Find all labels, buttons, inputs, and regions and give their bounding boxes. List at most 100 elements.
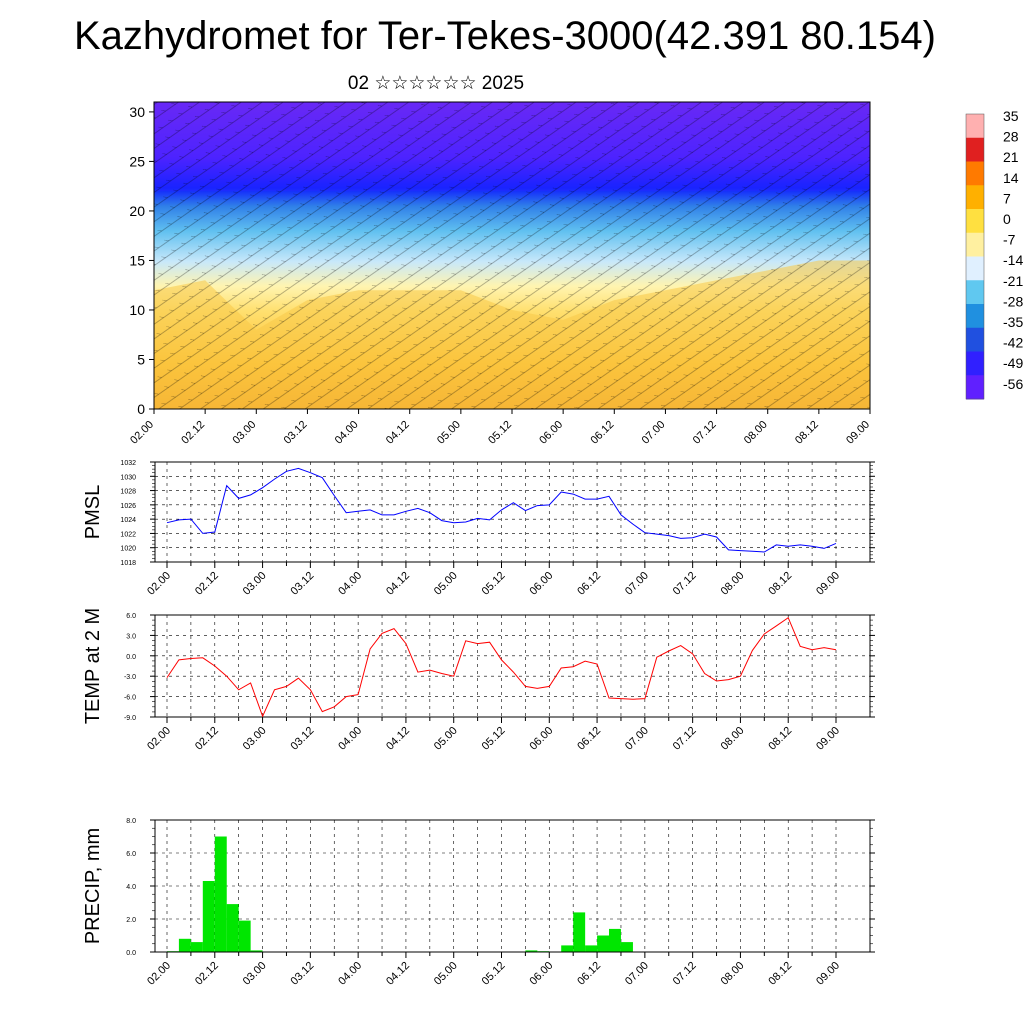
section-x-tick-label: 04.00 [333, 419, 361, 447]
section-y-tick-label: 10 [129, 302, 145, 318]
pmsl-x-tick-label: 08.00 [719, 570, 747, 598]
pmsl-y-tick-label: 1030 [120, 474, 136, 481]
section-x-tick-label: 03.12 [282, 419, 310, 447]
precip-bar [214, 836, 227, 952]
temp-x-tick-label: 04.12 [384, 725, 412, 753]
section-y-axis: 0 5 10 15 20 25 30 [129, 104, 154, 417]
colorbar-label: 0 [1003, 211, 1011, 227]
colorbar-label: -21 [1003, 273, 1023, 289]
temp-y-tick-label: -9.0 [124, 715, 136, 722]
section-x-axis: 02.00 02.12 03.00 03.12 04.00 04.12 05.00 05.12… [128, 409, 872, 447]
temp-x-tick-label: 03.00 [241, 725, 269, 753]
pmsl-x-tick-label: 03.00 [241, 570, 269, 598]
pmsl-line [166, 467, 837, 553]
precip-bar [573, 912, 586, 952]
precip-x-tick-label: 05.12 [480, 960, 508, 988]
colorbar-label: -35 [1003, 314, 1023, 330]
chart-subtitle: 02 ☆☆☆☆☆☆ 2025 [347, 73, 525, 94]
temp-axis-label: TEMP at 2 M [82, 608, 104, 724]
section-y-tick-label: 5 [137, 351, 145, 367]
colorbar-label: -14 [1003, 252, 1023, 268]
precip-x-tick-label: 02.12 [193, 960, 221, 988]
precip-x-tick-label: 03.12 [289, 960, 317, 988]
precip-y-tick-label: 2.0 [126, 917, 136, 924]
pmsl-y-tick-label: 1024 [120, 517, 136, 524]
pmsl-x-tick-label: 07.00 [623, 570, 651, 598]
pmsl-panel: 1018 1020 1022 1024 1026 1028 1030 1032 02.00 02… [82, 460, 875, 598]
temp-y-tick-label: -6.0 [124, 695, 136, 702]
section-y-tick-label: 0 [137, 401, 145, 417]
pmsl-x-tick-label: 04.00 [336, 570, 364, 598]
temp-x-tick-label: 06.12 [575, 725, 603, 753]
section-x-tick-label: 06.00 [537, 419, 565, 447]
colorbar-swatch [966, 375, 984, 400]
precip-y-tick-label: 6.0 [126, 851, 136, 858]
colorbar-swatch [966, 209, 984, 234]
temp-y-tick-label: -3.0 [124, 674, 136, 681]
colorbar-swatch [966, 185, 984, 210]
temp-x-tick-label: 07.12 [671, 725, 699, 753]
colorbar-label: -49 [1003, 355, 1023, 371]
precip-x-tick-label: 08.12 [766, 960, 794, 988]
precip-x-tick-label: 09.00 [814, 960, 842, 988]
precip-y-tick-label: 8.0 [126, 818, 136, 825]
section-x-tick-label: 02.12 [179, 419, 207, 447]
section-x-tick-label: 04.12 [384, 419, 412, 447]
precip-bar [609, 928, 621, 952]
colorbar-swatch [966, 351, 984, 376]
temp-panel: -9.0 -6.0 -3.0 0.0 3.0 6.0 02.00 02.12 03.00 03.… [82, 608, 875, 753]
section-x-tick-label: 07.12 [691, 419, 719, 447]
temp-line [166, 616, 837, 718]
pmsl-x-tick-label: 03.12 [289, 570, 317, 598]
precip-x-tick-label: 05.00 [432, 960, 460, 988]
section-x-tick-label: 05.12 [486, 419, 514, 447]
temp-x-tick-label: 07.00 [623, 725, 651, 753]
precip-x-tick-label: 06.12 [575, 960, 603, 988]
temp-x-tick-label: 08.00 [719, 725, 747, 753]
colorbar-swatch [966, 256, 984, 281]
pmsl-y-tick-label: 1028 [120, 489, 136, 496]
colorbar: 35 28 21 14 7 0 -7 -14 -21 -28 -35 -42 -49 -56 [965, 108, 1023, 400]
pmsl-x-tick-label: 02.12 [193, 570, 221, 598]
section-x-tick-label: 05.00 [435, 419, 463, 447]
precip-bar [250, 950, 263, 952]
colorbar-label: 7 [1003, 190, 1011, 206]
colorbar-label: -56 [1003, 376, 1023, 392]
pmsl-y-tick-label: 1032 [120, 460, 136, 467]
temp-x-tick-label: 05.00 [432, 725, 460, 753]
precip-bar [597, 935, 610, 952]
colorbar-label: -28 [1003, 293, 1023, 309]
pmsl-y-tick-label: 1020 [120, 546, 136, 553]
pmsl-x-tick-label: 08.12 [766, 570, 794, 598]
temp-x-tick-label: 04.00 [336, 725, 364, 753]
section-x-tick-label: 09.00 [844, 419, 872, 447]
precip-bar [621, 942, 633, 952]
colorbar-label: -7 [1003, 232, 1016, 248]
precip-x-tick-label: 06.00 [527, 960, 555, 988]
precip-x-tick-label: 03.00 [241, 960, 269, 988]
precip-x-tick-label: 04.12 [384, 960, 412, 988]
section-y-tick-label: 20 [129, 203, 145, 219]
precip-x-tick-label: 04.00 [336, 960, 364, 988]
temp-y-tick-label: 3.0 [126, 633, 136, 640]
precip-bar [238, 920, 251, 952]
pmsl-x-tick-label: 04.12 [384, 570, 412, 598]
precip-x-tick-label: 08.00 [719, 960, 747, 988]
pmsl-x-tick-label: 09.00 [814, 570, 842, 598]
section-x-tick-label: 06.12 [588, 419, 616, 447]
precip-y-tick-label: 0.0 [126, 950, 136, 957]
precip-bar [561, 945, 574, 952]
colorbar-frame [965, 113, 985, 400]
precip-bar [202, 881, 215, 952]
temp-y-tick-label: 0.0 [126, 654, 136, 661]
colorbar-swatch [966, 232, 984, 257]
pmsl-frame [154, 461, 871, 563]
temp-x-tick-label: 02.00 [145, 725, 173, 753]
precip-bar [585, 945, 598, 952]
precip-y-tick-label: 4.0 [126, 884, 136, 891]
cross-section-panel: 0 5 10 15 20 25 30 02.00 02.12 03.00 03.12 04.00 04… [128, 101, 872, 447]
pmsl-y-tick-label: 1018 [120, 560, 136, 567]
pmsl-axis-label: PMSL [82, 485, 104, 539]
precip-x-tick-label: 07.12 [671, 960, 699, 988]
pmsl-y-tick-label: 1022 [120, 531, 136, 538]
